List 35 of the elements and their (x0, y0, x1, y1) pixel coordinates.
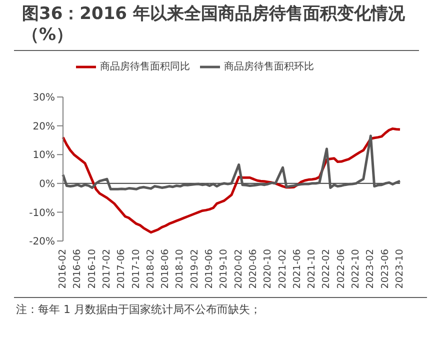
x-tick-label: 2021-10 (306, 249, 318, 289)
y-tick-label: -10% (29, 208, 55, 219)
legend-label: 商品房待售面积环比 (224, 62, 314, 73)
x-tick-label: 2023-10 (394, 249, 406, 289)
x-tick-label: 2017-06 (116, 249, 128, 289)
x-tick-label: 2020-10 (262, 249, 274, 289)
x-tick-label: 2022-10 (350, 249, 362, 289)
x-tick-label: 2020-02 (233, 249, 244, 289)
x-tick-label: 2022-02 (321, 249, 332, 289)
x-tick-label: 2020-06 (248, 249, 259, 289)
x-tick-label: 2021-06 (292, 249, 303, 289)
chart-title: 图36：2016 年以来全国商品房待售面积变化情况（%） (22, 4, 406, 46)
x-tick-label: 2018-10 (174, 249, 186, 289)
x-tick-label: 2019-06 (204, 249, 216, 289)
x-tick-label: 2016-02 (58, 249, 68, 289)
x-tick-label: 2019-02 (189, 249, 200, 289)
text: 注：每年 1 月数据由于国家统计局不公布而缺失； (16, 302, 262, 317)
y-tick-label: 20% (32, 121, 55, 132)
x-tick-label: 2017-10 (130, 249, 142, 289)
x-tick-label: 2016-06 (72, 249, 84, 289)
x-tick-label: 2021-02 (277, 249, 288, 289)
y-tick-label: 30% (32, 92, 55, 104)
y-tick-label: 10% (32, 150, 55, 162)
y-tick-label: 0% (39, 178, 55, 190)
x-tick-label: 2023-06 (380, 249, 391, 289)
x-tick-label: 2016-10 (86, 249, 98, 289)
x-tick-label: 2022-06 (336, 249, 347, 289)
x-tick-label: 2019-10 (218, 249, 230, 289)
y-tick-label: -20% (29, 236, 55, 248)
x-tick-label: 2018-06 (160, 249, 172, 289)
legend-label: 商品房待售面积同比 (100, 62, 190, 73)
line-series (62, 134, 402, 190)
x-tick-label: 2017-02 (101, 249, 112, 289)
x-tick-label: 2023-02 (365, 249, 376, 289)
x-tick-label: 2018-02 (145, 249, 156, 289)
